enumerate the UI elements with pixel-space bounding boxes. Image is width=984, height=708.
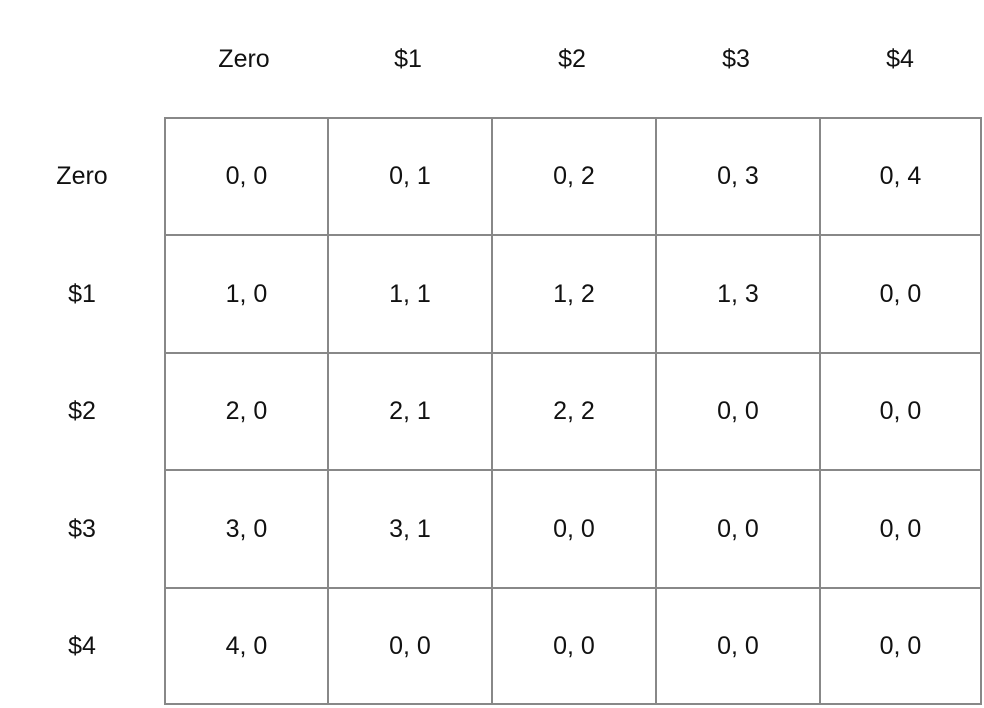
- row-header-zero: Zero: [56, 162, 108, 190]
- matrix-cell: 0, 0: [329, 589, 493, 705]
- matrix-cell: 1, 3: [657, 236, 821, 354]
- matrix-cell: 2, 1: [329, 354, 493, 471]
- matrix-cell: 2, 0: [166, 354, 329, 471]
- column-header-3: $3: [722, 45, 750, 73]
- column-header-4: $4: [886, 45, 914, 73]
- matrix-cell: 0, 2: [493, 119, 657, 236]
- matrix-cell: 1, 1: [329, 236, 493, 354]
- matrix-cell: 0, 0: [821, 471, 982, 589]
- matrix-cell: 0, 3: [657, 119, 821, 236]
- column-header-1: $1: [394, 45, 422, 73]
- matrix-cell: 0, 0: [657, 471, 821, 589]
- column-header-2: $2: [558, 45, 586, 73]
- matrix-cell: 0, 0: [657, 589, 821, 705]
- row-header-4: $4: [68, 632, 96, 660]
- matrix-cell: 0, 0: [821, 236, 982, 354]
- column-header-zero: Zero: [218, 45, 270, 73]
- matrix-cell: 0, 0: [821, 354, 982, 471]
- matrix-cell: 1, 0: [166, 236, 329, 354]
- matrix-cell: 4, 0: [166, 589, 329, 705]
- matrix-cell: 0, 1: [329, 119, 493, 236]
- matrix-cell: 0, 0: [657, 354, 821, 471]
- payoff-matrix: 0, 0 0, 1 0, 2 0, 3 0, 4 1, 0 1, 1 1, 2 …: [164, 117, 982, 705]
- matrix-cell: 0, 4: [821, 119, 982, 236]
- matrix-cell: 3, 0: [166, 471, 329, 589]
- matrix-cell: 0, 0: [166, 119, 329, 236]
- row-header-2: $2: [68, 397, 96, 425]
- row-header-1: $1: [68, 280, 96, 308]
- row-header-3: $3: [68, 515, 96, 543]
- matrix-cell: 0, 0: [493, 471, 657, 589]
- matrix-cell: 0, 0: [493, 589, 657, 705]
- matrix-cell: 2, 2: [493, 354, 657, 471]
- matrix-cell: 1, 2: [493, 236, 657, 354]
- matrix-cell: 0, 0: [821, 589, 982, 705]
- matrix-cell: 3, 1: [329, 471, 493, 589]
